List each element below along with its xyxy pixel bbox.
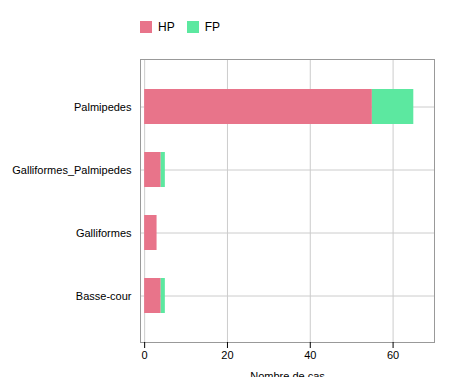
svg-text:40: 40 xyxy=(304,349,316,361)
svg-text:Nombre de cas: Nombre de cas xyxy=(250,370,325,377)
html-text:HP: HP xyxy=(158,19,175,34)
svg-text:20: 20 xyxy=(221,349,233,361)
svg-text:Palmipedes: Palmipedes xyxy=(74,101,132,113)
svg-text:Basse-cour: Basse-cour xyxy=(76,290,132,302)
svg-text:Galliformes_Palmipedes: Galliformes_Palmipedes xyxy=(12,164,132,176)
svg-text:Galliformes: Galliformes xyxy=(76,227,132,239)
svg-text:60: 60 xyxy=(387,349,399,361)
svg-text:0: 0 xyxy=(142,349,148,361)
html-text:FP: FP xyxy=(204,19,220,34)
